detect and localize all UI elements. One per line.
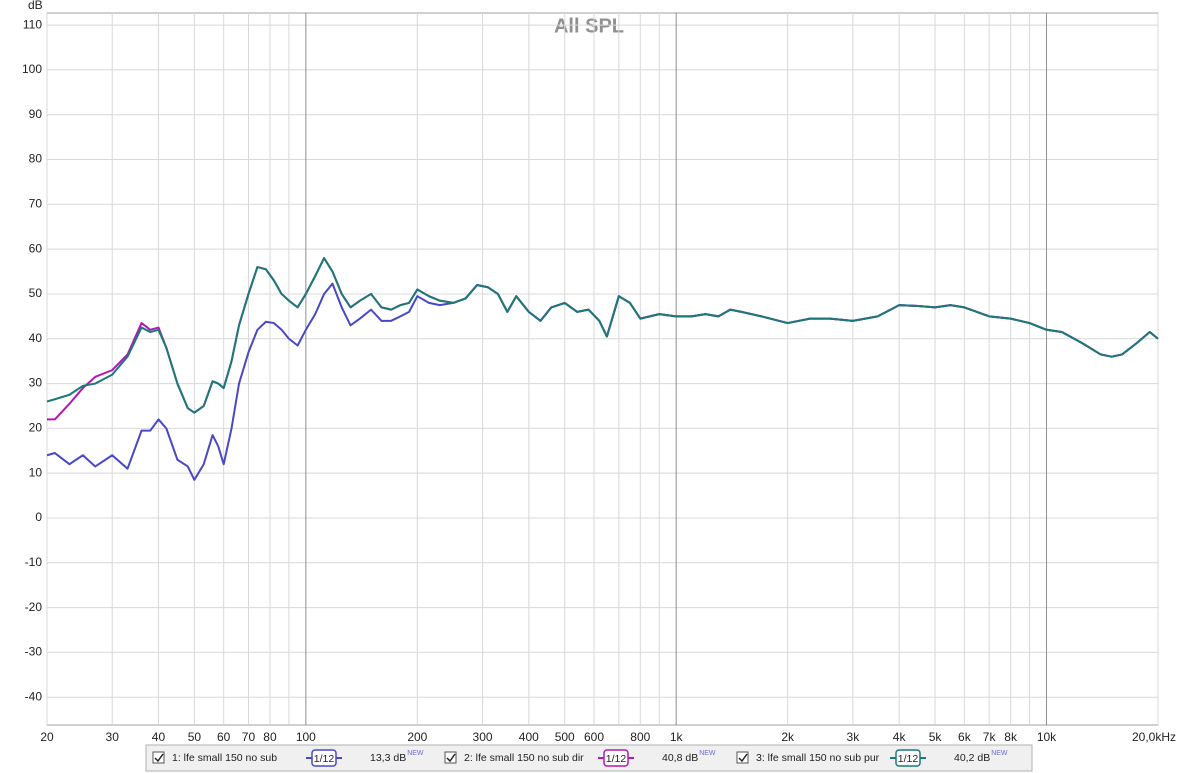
x-tick-label: 300	[473, 730, 493, 744]
x-tick-label: 40	[152, 730, 166, 744]
legend-smoothing-box	[603, 749, 629, 767]
legend-checkbox	[444, 751, 457, 764]
x-tick-label: 10k	[1037, 730, 1057, 744]
legend-level: 13,3 dB	[370, 752, 406, 764]
y-axis-label: dB	[28, 0, 43, 12]
legend-checkbox	[152, 751, 165, 764]
legend-smoothing-box	[895, 749, 921, 767]
y-tick-label: 0	[35, 510, 42, 524]
x-tick-label: 70	[242, 730, 256, 744]
y-tick-label: -20	[25, 600, 43, 614]
legend-badge: NEW	[991, 750, 1008, 757]
y-tick-label: -40	[25, 689, 43, 703]
x-tick-label: 3k	[847, 730, 861, 744]
y-tick-label: 70	[29, 197, 43, 211]
legend-check	[154, 753, 164, 763]
y-tick-label: 80	[29, 152, 43, 166]
x-tick-label: 800	[630, 730, 650, 744]
y-tick-label: 110	[23, 17, 42, 31]
x-tick-label: 7k	[983, 730, 997, 744]
legend-check	[738, 753, 748, 763]
x-tick-label: 400	[519, 730, 539, 744]
legend-level: 40,8 dB	[662, 752, 698, 764]
x-tick-label: 80	[263, 730, 277, 744]
x-tick-label: 4k	[893, 730, 907, 744]
y-tick-label: 10	[29, 465, 43, 479]
y-tick-label: 90	[29, 107, 43, 121]
plot-area	[46, 12, 1159, 726]
legend-smoothing-box	[311, 749, 337, 767]
x-tick-label: 5k	[929, 730, 943, 744]
x-tick-label: 20,0kHz	[1132, 730, 1176, 744]
y-tick-label: 100	[22, 62, 42, 76]
y-tick-label: -10	[25, 555, 43, 569]
grid	[46, 13, 1159, 725]
legend-level: 40,2 dB	[954, 752, 990, 764]
x-tick-label: 6k	[958, 730, 972, 744]
x-tick-label: 30	[106, 730, 120, 744]
legend-label: 1: lfe small 150 no sub	[172, 752, 277, 764]
x-tick-label: 8k	[1004, 730, 1018, 744]
x-tick-label: 1k	[670, 730, 684, 744]
y-tick-label: -30	[25, 645, 43, 659]
y-tick-label: 40	[29, 331, 43, 345]
x-tick-label: 50	[188, 730, 202, 744]
legend-smoothing: 1/12	[606, 753, 627, 765]
legend-badge: NEW	[699, 750, 716, 757]
x-tick-label: 200	[407, 730, 427, 744]
legend-badge: NEW	[407, 750, 424, 757]
x-tick-label: 60	[217, 730, 231, 744]
legend-smoothing: 1/12	[314, 753, 335, 765]
y-tick-label: 60	[29, 241, 43, 255]
y-tick-label: 20	[29, 421, 43, 435]
x-tick-label: 2k	[781, 730, 795, 744]
x-tick-label: 600	[584, 730, 604, 744]
legend-label: 2: lfe small 150 no sub dir	[464, 752, 584, 764]
legend-label: 3: lfe small 150 no sub pur	[756, 752, 880, 764]
x-tick-label: 100	[296, 730, 316, 744]
x-tick-label: 500	[555, 730, 575, 744]
legend-check	[446, 753, 456, 763]
series-line	[46, 257, 1159, 414]
legend	[145, 744, 1033, 772]
x-tick-label: 20	[40, 730, 54, 744]
chart-title: All SPL	[554, 15, 624, 37]
y-tick-label: 30	[29, 376, 43, 390]
legend-checkbox	[736, 751, 749, 764]
legend-smoothing: 1/12	[898, 753, 919, 765]
y-tick-label: 50	[29, 286, 43, 300]
